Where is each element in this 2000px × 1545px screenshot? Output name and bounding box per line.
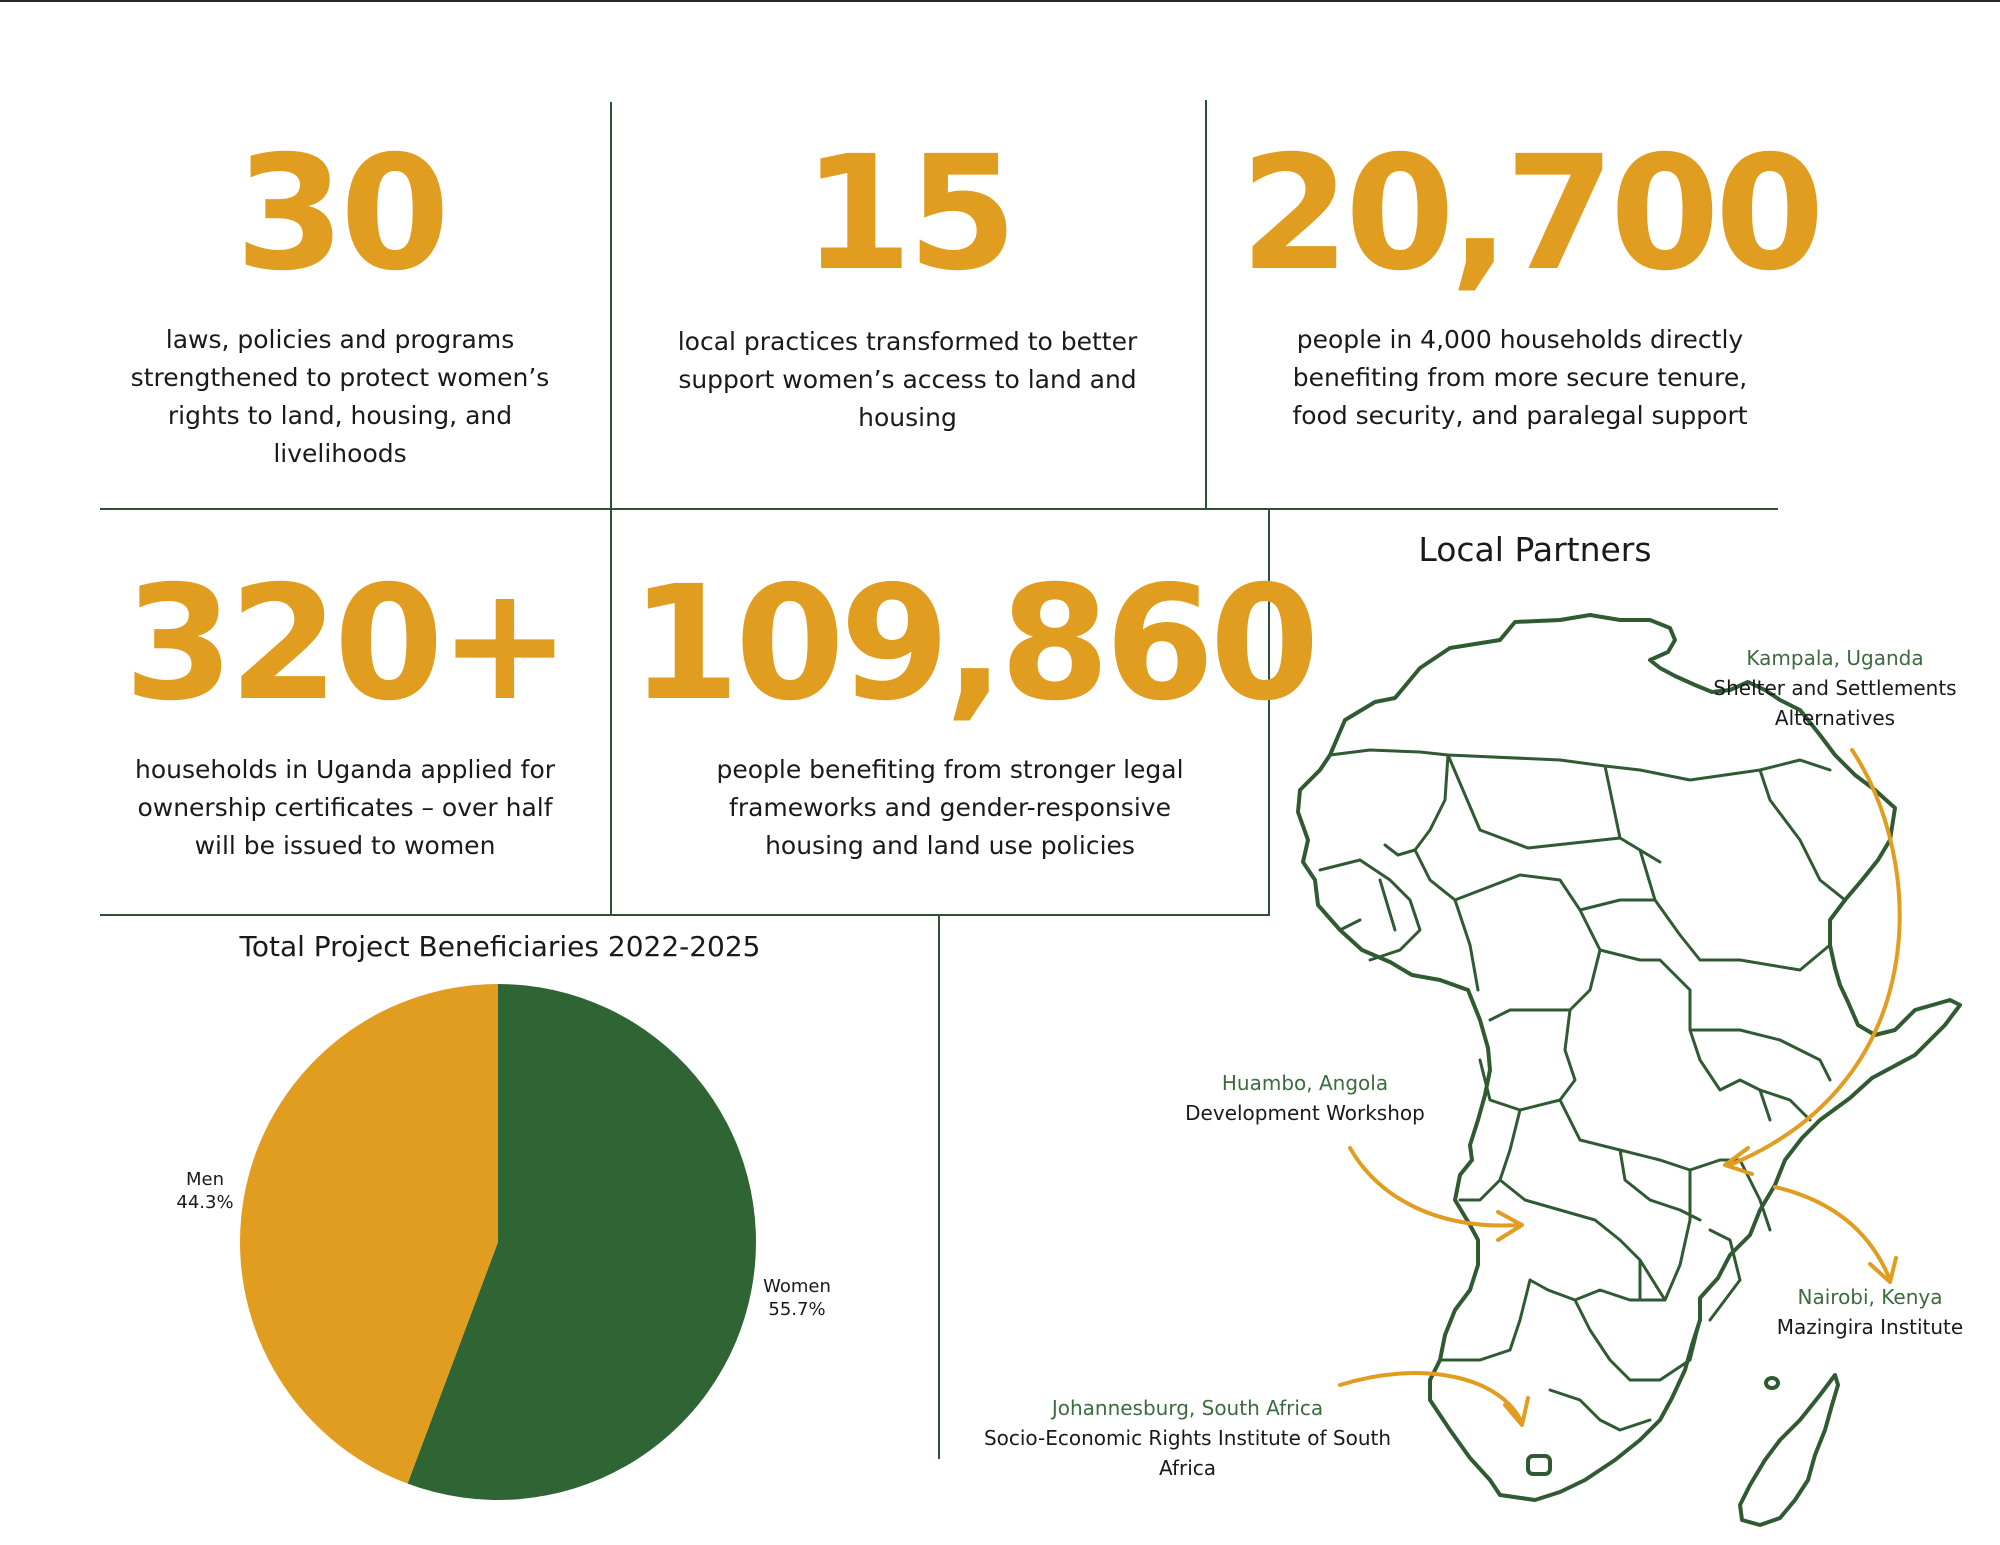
stat-description: laws, policies and programs strengthened…: [130, 325, 550, 468]
pie-label-name: Women: [763, 1276, 831, 1297]
map-title: Local Partners: [1418, 530, 1652, 569]
stat-laws: 30 laws, policies and programs strengthe…: [100, 135, 580, 473]
partner-org: Mazingira Institute: [1776, 1315, 1964, 1339]
pie-label-women: Women 55.7%: [752, 1275, 842, 1321]
partner-city: Johannesburg, South Africa: [1051, 1396, 1324, 1420]
pie-slice-women: [407, 984, 756, 1500]
pie-label-name: Men: [185, 1169, 224, 1190]
island-small: [1764, 1376, 1780, 1390]
arrow-kampala: [1728, 748, 1902, 1167]
arrow-nairobi-head: [1868, 1256, 1898, 1284]
top-border: [0, 0, 2000, 2]
partner-org: Shelter and Settlements Alternatives: [1713, 676, 1957, 730]
stat-uganda-households: 320+ households in Uganda applied for ow…: [100, 565, 590, 865]
partner-org: Development Workshop: [1185, 1101, 1425, 1125]
divider-v3: [1268, 508, 1270, 916]
divider-v2: [1205, 100, 1207, 508]
partner-huambo: Huambo, Angola Development Workshop: [1160, 1068, 1450, 1128]
stat-number: 320+: [123, 552, 571, 736]
arrow-johannesburg-head: [1503, 1396, 1530, 1427]
stat-number: 109,860: [630, 552, 1320, 736]
stat-number: 15: [802, 122, 1018, 306]
divider-h2: [100, 914, 1270, 916]
pie-slice-men: [239, 984, 498, 1484]
stat-practices: 15 local practices transformed to better…: [630, 135, 1185, 437]
stat-people-households: 20,700 people in 4,000 households direct…: [1240, 122, 1825, 435]
stat-description: people in 4,000 households directly bene…: [1292, 325, 1748, 430]
stat-description: households in Uganda applied for ownersh…: [134, 755, 556, 860]
partner-kampala: Kampala, Uganda Shelter and Settlements …: [1690, 643, 1980, 733]
stat-description: people benefiting from stronger legal fr…: [716, 755, 1184, 860]
divider-v4: [938, 914, 940, 1459]
divider-h1: [100, 508, 1778, 510]
arrow-huambo: [1348, 1146, 1522, 1228]
stat-number: 30: [235, 122, 450, 306]
pie-label-men: Men 44.3%: [160, 1168, 250, 1214]
pie-label-value: 55.7%: [768, 1299, 826, 1320]
partner-org: Socio-Economic Rights Institute of South…: [983, 1426, 1392, 1480]
pie-label-value: 44.3%: [176, 1192, 234, 1213]
stat-number: 20,700: [1240, 122, 1825, 306]
partner-city: Nairobi, Kenya: [1797, 1285, 1943, 1309]
stat-description: local practices transformed to better su…: [677, 327, 1138, 432]
arrow-nairobi: [1773, 1185, 1892, 1282]
partner-johannesburg: Johannesburg, South Africa Socio-Economi…: [975, 1393, 1400, 1483]
partner-city: Huambo, Angola: [1221, 1071, 1389, 1095]
partner-nairobi: Nairobi, Kenya Mazingira Institute: [1740, 1282, 2000, 1342]
africa-borders: [1318, 748, 1847, 1432]
partner-city: Kampala, Uganda: [1746, 646, 1924, 670]
lesotho: [1526, 1454, 1552, 1476]
arrow-huambo-head: [1496, 1210, 1524, 1242]
madagascar: [1738, 1373, 1840, 1527]
stat-legal-frameworks: 109,860 people benefiting from stronger …: [630, 552, 1320, 865]
arrow-johannesburg: [1338, 1371, 1524, 1425]
arrow-kampala-head: [1723, 1146, 1754, 1176]
chart-title: Total Project Beneficiaries 2022-2025: [239, 930, 761, 963]
